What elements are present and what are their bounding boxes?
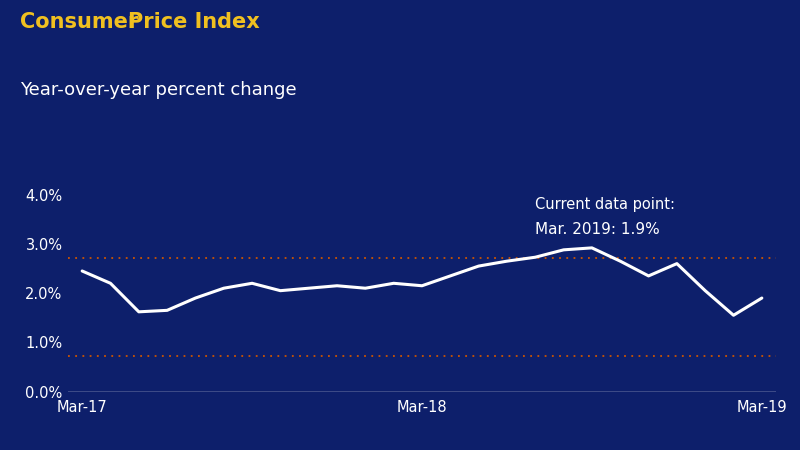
Text: Mar. 2019: 1.9%: Mar. 2019: 1.9% [535, 222, 660, 237]
Text: Current data point:: Current data point: [535, 197, 675, 212]
Text: Price Index: Price Index [128, 12, 260, 32]
Text: Year-over-year percent change: Year-over-year percent change [20, 81, 297, 99]
Text: Consumer: Consumer [20, 12, 146, 32]
